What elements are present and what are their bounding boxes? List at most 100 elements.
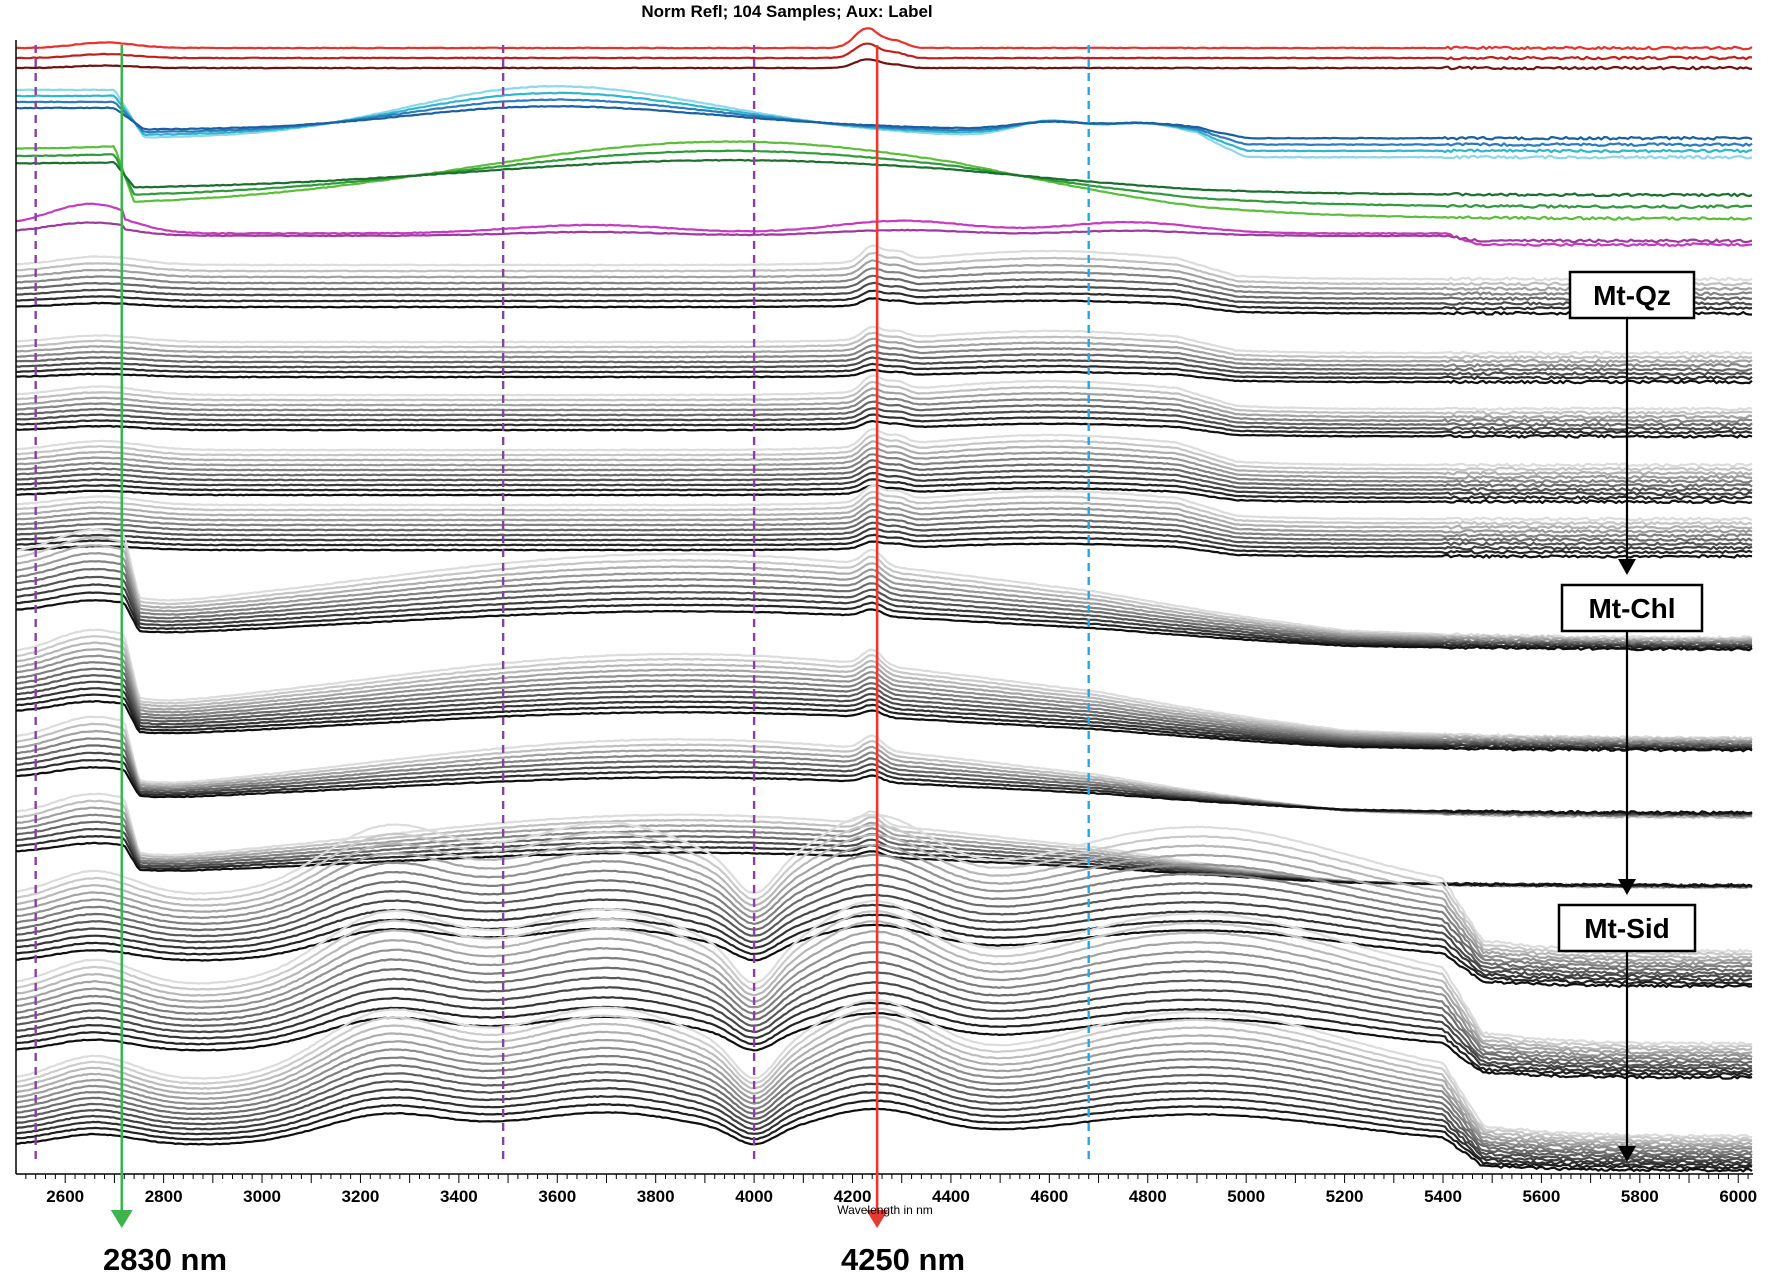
group-label-1: Mt-Chl: [1588, 593, 1675, 624]
spectrum-series-44: [15, 478, 1753, 501]
group-label-2: Mt-Sid: [1584, 913, 1670, 944]
reference-lines: [34, 45, 1090, 1228]
spectrum-series-26: [15, 362, 1753, 381]
spectrum-series-12: [15, 244, 1753, 282]
x-tick-label: 4800: [1129, 1187, 1167, 1206]
x-tick-label: 3200: [342, 1187, 380, 1206]
spectrum-series-104: [15, 913, 1753, 986]
spectrum-series-114: [15, 981, 1753, 1071]
spectrum-series-69: [15, 648, 1753, 744]
spectrum-series-84: [15, 758, 1753, 816]
spectrum-series-57: [15, 536, 1753, 642]
spectrum-series-4: [15, 91, 1753, 154]
spectrum-series-94: [15, 813, 1753, 954]
spectrum-series-120: [15, 1015, 1753, 1144]
spectrum-series-18: [15, 289, 1753, 311]
spectrum-series-75: [15, 687, 1753, 750]
spectrum-series-21: [15, 331, 1753, 360]
spectrum-series-2: [15, 58, 1753, 71]
spectrum-series-7: [15, 140, 1753, 221]
spectrum-series-89: [15, 813, 1753, 889]
reference-label-0: 2830 nm: [103, 1242, 227, 1277]
x-tick-label: 2600: [46, 1187, 84, 1206]
spectrum-series-96: [15, 833, 1753, 960]
spectrum-series-126: [15, 1066, 1753, 1160]
spectrum-series-10: [15, 202, 1753, 247]
spectrum-series-117: [15, 1011, 1753, 1080]
spectrum-series-36: [15, 428, 1753, 468]
spectrum-series-9: [15, 158, 1753, 198]
spectrum-series-6: [15, 105, 1753, 141]
spectrum-series-55: [15, 540, 1753, 559]
spectrum-series-127: [15, 1074, 1753, 1162]
spectra-series-group: [15, 27, 1753, 1173]
spectrum-series-1: [15, 42, 1753, 61]
x-tick-label: 4200: [834, 1187, 872, 1206]
x-tick-label: 5800: [1621, 1187, 1659, 1206]
group-label-box-0: [1568, 270, 1696, 320]
reference-arrowhead-4: [110, 1210, 133, 1228]
spectrum-series-97: [15, 843, 1753, 963]
x-tick-label: 5600: [1522, 1187, 1560, 1206]
spectrum-series-43: [16, 471, 1753, 496]
spectrum-series-121: [15, 1023, 1753, 1147]
spectrum-series-25: [15, 356, 1753, 376]
spectrum-series-27: [16, 368, 1753, 385]
x-tick-label: 5200: [1326, 1187, 1364, 1206]
spectrum-series-42: [15, 465, 1753, 492]
spectrum-series-61: [15, 567, 1753, 647]
spectrum-series-40: [15, 453, 1753, 484]
spectrum-series-52: [15, 521, 1753, 547]
spectrum-series-13: [16, 251, 1752, 287]
reference-label-1: 4250 nm: [841, 1242, 965, 1277]
spectrum-series-8: [15, 149, 1752, 209]
spectrum-series-28: [15, 374, 1753, 412]
spectrum-series-101: [15, 883, 1753, 976]
spectrum-series-105: [15, 923, 1753, 989]
spectrum-series-29: [15, 380, 1753, 416]
x-tick-label: 3600: [538, 1187, 576, 1206]
spectrum-series-11: [15, 221, 1753, 244]
spectrum-series-31: [15, 393, 1753, 424]
x-axis-label: Wavelength in nm: [837, 1203, 933, 1217]
spectrum-series-19: [15, 297, 1752, 316]
spectrum-series-85: [15, 766, 1753, 815]
spectrum-series-34: [16, 413, 1753, 435]
spectrum-series-39: [15, 447, 1753, 480]
spectrum-series-109: [15, 930, 1753, 1056]
x-tick-label: 4400: [932, 1187, 970, 1206]
spectrum-series-125: [15, 1057, 1753, 1157]
spectrum-series-102: [15, 893, 1753, 979]
group-label-box-1: [1560, 583, 1704, 633]
spectrum-series-130: [16, 1099, 1753, 1170]
spectrum-series-100: [15, 873, 1753, 973]
spectrum-series-23: [15, 344, 1753, 368]
spectrum-series-33: [15, 407, 1753, 431]
spectrum-series-111: [15, 951, 1753, 1062]
spectrum-series-22: [15, 337, 1753, 364]
spectrum-series-115: [16, 991, 1753, 1074]
spectrum-series-32: [15, 400, 1753, 427]
x-tick-label: 4000: [735, 1187, 773, 1206]
spectrum-series-20: [16, 325, 1753, 356]
spectrum-series-17: [15, 281, 1753, 306]
spectrum-series-112: [15, 960, 1752, 1065]
spectrum-series-122: [15, 1032, 1753, 1149]
x-tick-label: 3000: [243, 1187, 281, 1206]
flow-arrowhead-2: [1618, 1146, 1636, 1162]
spectrum-series-113: [15, 971, 1753, 1068]
x-tick-label: 5000: [1227, 1187, 1265, 1206]
spectrum-series-51: [15, 515, 1753, 542]
spectrum-series-3: [16, 85, 1753, 160]
group-label-box-2: [1557, 903, 1697, 953]
spectrum-series-103: [15, 903, 1753, 983]
spectrum-series-123: [15, 1040, 1753, 1152]
spectrum-series-46: [15, 484, 1753, 522]
spectrum-series-14: [15, 259, 1753, 292]
x-tick-label: 4600: [1030, 1187, 1068, 1206]
group-labels: 2830 nm 4250 nm Mt-Qz Mt-Chl Mt-Sid: [103, 270, 1704, 1277]
x-tick-label: 6000: [1719, 1187, 1757, 1206]
spectrum-series-30: [16, 387, 1753, 420]
spectrum-series-98: [15, 853, 1753, 966]
x-tick-label: 3400: [440, 1187, 478, 1206]
